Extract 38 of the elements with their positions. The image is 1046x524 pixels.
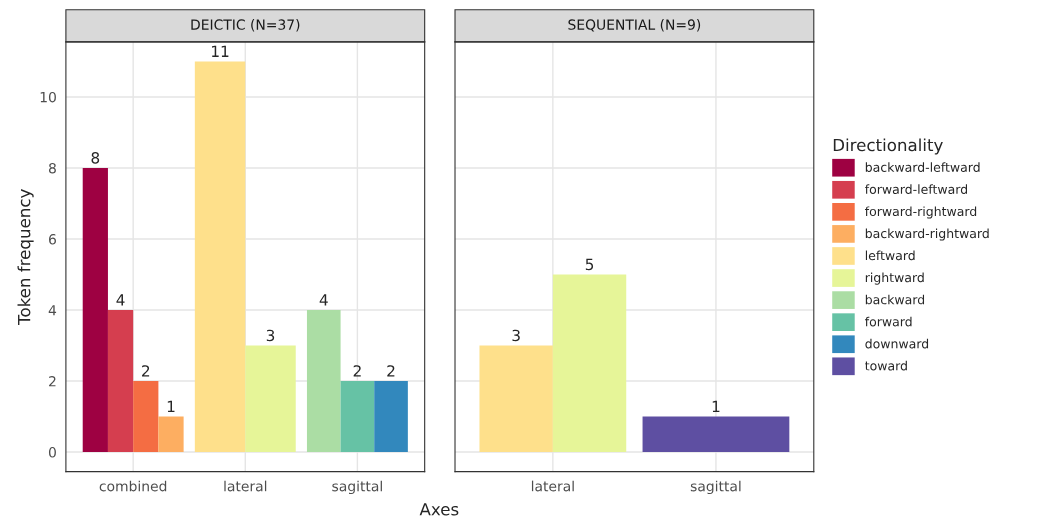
legend-label: backward [865, 294, 925, 305]
data-label: 3 [512, 329, 520, 342]
data-label: 11 [212, 45, 229, 57]
legend-label: toward [865, 360, 907, 371]
y-tick-label: 0 [48, 447, 56, 458]
y-tick-label: 6 [49, 233, 56, 245]
legend-label: backward-rightward [865, 228, 989, 241]
data-label: 2 [353, 365, 361, 377]
data-label: 8 [91, 152, 100, 164]
x-axis-title: Axes [419, 503, 459, 516]
x-tick-label: sagittal [332, 480, 382, 495]
x-tick-label: combined [99, 480, 167, 492]
chart-title: DEICTIC (N=37) [191, 19, 300, 32]
data-label: 5 [585, 258, 594, 271]
legend-label: forward-leftward [865, 184, 967, 194]
data-label: 1 [167, 400, 175, 412]
legend-label: rightward [865, 272, 924, 285]
legend-label: forward [865, 316, 912, 327]
data-label: 2 [387, 365, 395, 377]
chart-title: SEQUENTIAL (N=9) [568, 19, 701, 32]
legend-label: leftward [865, 250, 915, 261]
data-label: 2 [142, 365, 150, 377]
legend-label: backward-leftward [865, 162, 980, 172]
x-tick-label: lateral [531, 480, 574, 492]
data-label: 4 [319, 294, 328, 306]
legend-label: forward-rightward [865, 206, 977, 219]
y-tick-label: 8 [48, 162, 56, 174]
legend-title: Directionality [833, 138, 943, 155]
y-tick-label: 10 [40, 91, 56, 103]
data-label: 3 [266, 329, 275, 342]
data-label: 4 [116, 294, 125, 306]
y-tick-label: 2 [49, 376, 56, 387]
x-tick-label: sagittal [690, 480, 741, 495]
y-axis-title: Token frequency [17, 189, 34, 325]
legend-label: downward [865, 338, 929, 349]
x-tick-label: lateral [224, 480, 267, 492]
data-label: 1 [712, 400, 720, 412]
y-tick-label: 4 [48, 305, 57, 316]
